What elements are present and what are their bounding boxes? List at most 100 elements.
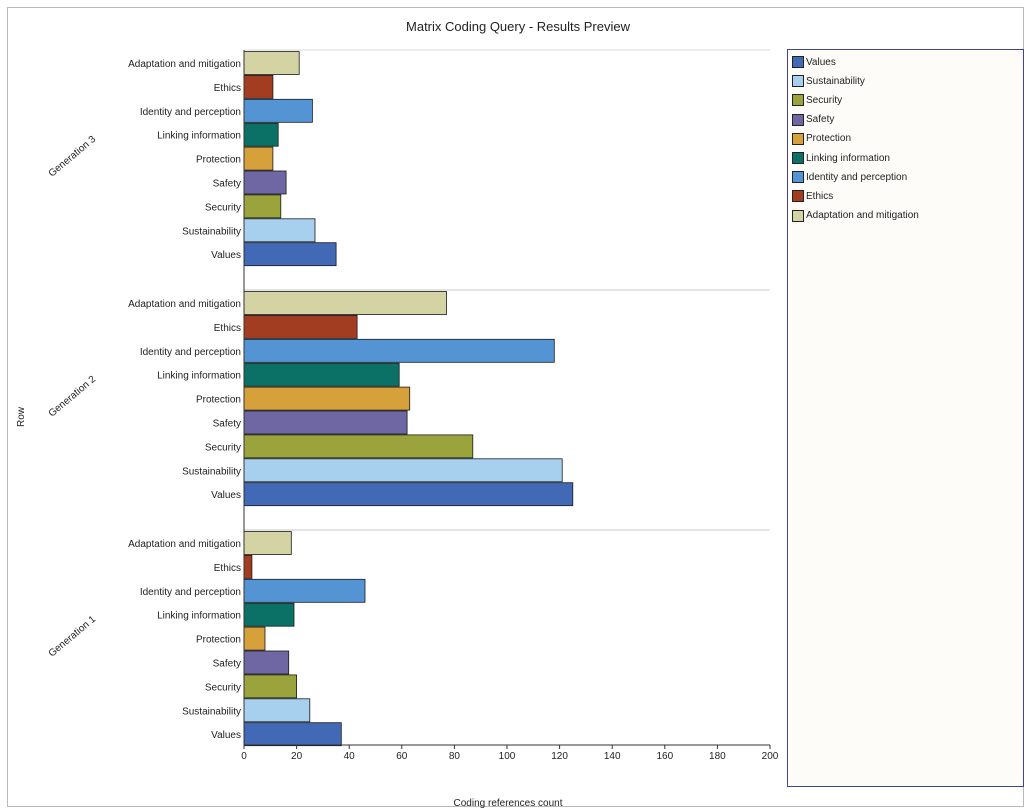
category-label: Identity and perception: [140, 107, 241, 118]
legend-swatch: [792, 56, 804, 68]
legend-label: Security: [806, 94, 843, 106]
bar: [243, 650, 290, 675]
legend-item: Security: [792, 93, 842, 107]
bar: [243, 674, 297, 699]
bar: [243, 626, 266, 651]
x-tick-label: 100: [499, 751, 516, 762]
bar: [243, 338, 555, 363]
category-label: Linking information: [157, 611, 241, 622]
category-label: Sustainability: [182, 466, 241, 477]
x-tick-label: 0: [241, 751, 247, 762]
legend-item: Adaptation and mitigation: [792, 209, 919, 223]
group-label: Generation 3: [47, 134, 99, 180]
legend-label: Sustainability: [806, 75, 865, 87]
x-tick-label: 140: [604, 751, 621, 762]
legend-label: Protection: [806, 133, 852, 145]
bar: [243, 75, 274, 99]
bar: [243, 531, 292, 555]
category-label: Safety: [213, 419, 241, 430]
plot-layer: Adaptation and mitigation Ethics Identity …: [47, 49, 779, 762]
legend-swatch: [792, 132, 804, 145]
legend-label: Identity and perception: [806, 171, 908, 183]
category-label: Sustainability: [182, 226, 241, 237]
bar: [243, 362, 400, 387]
bar: [243, 98, 313, 123]
category-label: Values: [211, 730, 241, 741]
legend-item: Identity and perception: [792, 170, 907, 184]
category-label: Identity and perception: [140, 347, 241, 358]
bar: [243, 194, 282, 219]
legend: Values Sustainability Security Safety Protec…: [787, 49, 1024, 787]
category-label: Safety: [213, 179, 241, 190]
x-tick-label: 120: [551, 751, 568, 762]
category-label: Adaptation and mitigation: [128, 539, 241, 550]
legend-swatch: [792, 190, 804, 203]
category-label: Security: [205, 202, 241, 213]
bar: [243, 386, 411, 411]
legend-item: Sustainability: [792, 74, 865, 88]
x-tick-label: 200: [762, 751, 779, 762]
bar: [243, 458, 563, 483]
legend-label: Linking information: [806, 152, 890, 164]
bar: [243, 170, 287, 195]
bar: [243, 146, 274, 171]
legend-label: Values: [806, 56, 836, 68]
bar: [243, 434, 474, 459]
x-tick-label: 40: [344, 751, 356, 762]
x-tick-label: 60: [396, 751, 408, 762]
legend-item: Values: [792, 55, 836, 69]
category-label: Sustainability: [182, 706, 241, 717]
bar: [243, 602, 295, 627]
category-label: Protection: [196, 395, 241, 406]
category-label: Ethics: [214, 83, 241, 94]
bar: [243, 291, 447, 315]
category-label: Adaptation and mitigation: [128, 59, 241, 70]
category-label: Ethics: [214, 563, 241, 574]
x-tick-label: 80: [449, 751, 461, 762]
y-axis-title: Row: [16, 406, 27, 427]
bar: [243, 698, 311, 723]
bar: [243, 482, 574, 507]
bar: [243, 122, 279, 147]
legend-item: Safety: [792, 113, 834, 127]
legend-swatch: [792, 171, 804, 184]
legend-swatch: [792, 152, 804, 164]
category-label: Adaptation and mitigation: [128, 299, 241, 310]
category-label: Linking information: [157, 131, 241, 142]
category-label: Protection: [196, 635, 241, 646]
x-tick-label: 180: [709, 751, 726, 762]
legend-item: Linking information: [792, 151, 890, 165]
category-label: Security: [205, 442, 241, 453]
category-label: Ethics: [214, 323, 241, 334]
category-label: Linking information: [157, 371, 241, 382]
legend-item: Protection: [792, 132, 851, 146]
legend-label: Safety: [806, 114, 835, 126]
category-label: Protection: [196, 155, 241, 166]
legend-swatch: [792, 113, 804, 126]
group-label: Generation 2: [47, 374, 99, 420]
legend-swatch: [792, 75, 804, 88]
bar: [243, 555, 253, 579]
legend-label: Adaptation and mitigation: [806, 210, 919, 222]
legend-label: Ethics: [806, 190, 834, 202]
bar: [243, 51, 300, 75]
x-tick-label: 20: [291, 751, 303, 762]
bar: [243, 218, 316, 243]
category-label: Values: [211, 250, 241, 261]
category-label: Safety: [213, 659, 241, 670]
category-label: Values: [211, 490, 241, 501]
legend-swatch: [792, 94, 804, 107]
category-label: Identity and perception: [140, 587, 241, 598]
category-label: Security: [205, 682, 241, 693]
bar: [243, 722, 342, 747]
x-tick-label: 160: [656, 751, 673, 762]
group-label: Generation 1: [47, 614, 99, 660]
legend-swatch: [792, 209, 804, 222]
chart-title: Matrix Coding Query - Results Preview: [406, 19, 631, 34]
bar: [243, 314, 358, 339]
x-axis-title: Coding references count: [454, 798, 563, 809]
legend-item: Ethics: [792, 189, 833, 203]
bar: [243, 242, 337, 267]
bar: [243, 578, 366, 603]
